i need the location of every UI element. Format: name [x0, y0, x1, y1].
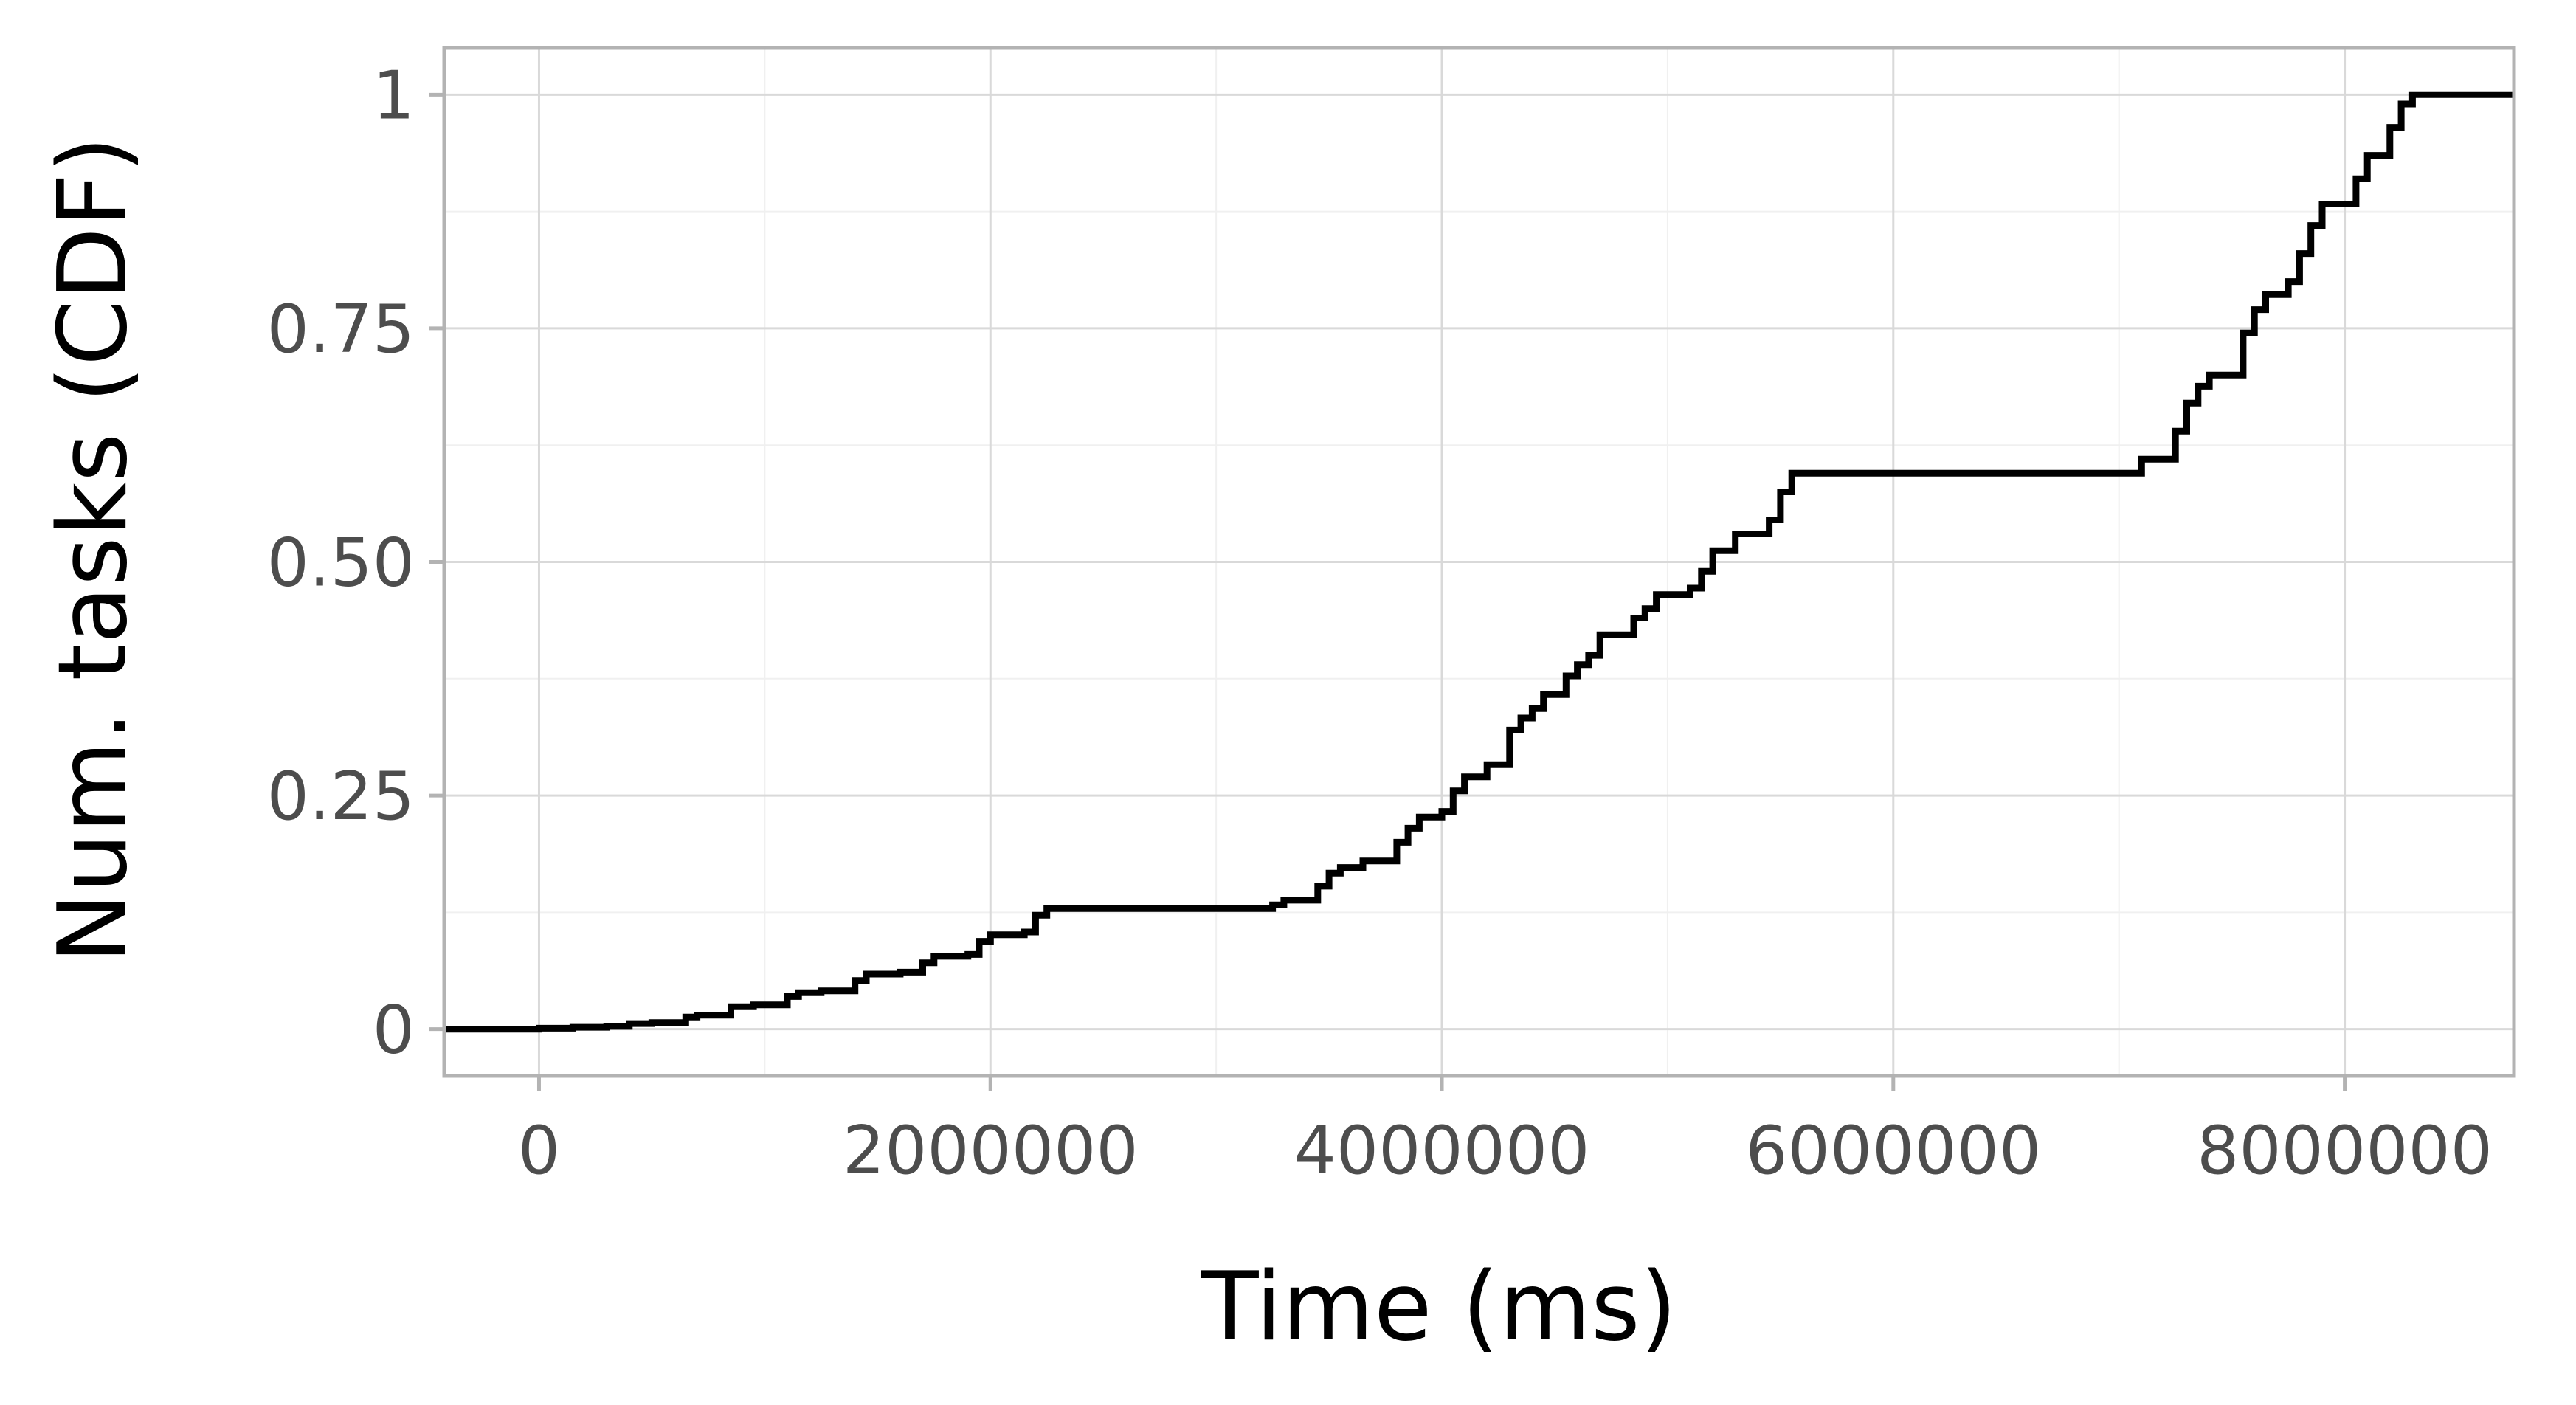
y-tick-label: 1	[373, 57, 415, 134]
cdf-series-line-0	[444, 91, 2514, 1033]
y-tick-label: 0.75	[267, 291, 415, 368]
minor-gridlines	[444, 48, 2514, 1076]
y-axis-ticks: 0 0.25 0.50 0.75 1	[267, 57, 444, 1069]
y-tick-label: 0.25	[267, 758, 415, 835]
y-tick-label: 0.50	[267, 525, 415, 602]
y-tick-label: 0	[373, 992, 415, 1069]
x-tick-label: 0	[518, 1112, 560, 1190]
x-axis-ticks: 0 2000000 4000000 6000000 8000000	[518, 1076, 2493, 1190]
x-axis-title: Time (ms)	[1200, 1252, 1677, 1362]
x-tick-label: 4000000	[1294, 1112, 1590, 1190]
x-tick-label: 2000000	[843, 1112, 1139, 1190]
major-gridlines	[444, 48, 2514, 1076]
series-layer	[444, 91, 2514, 1033]
x-tick-label: 6000000	[1745, 1112, 2041, 1190]
x-tick-label: 8000000	[2197, 1112, 2493, 1190]
y-axis-title: Num. tasks (CDF)	[38, 136, 148, 963]
